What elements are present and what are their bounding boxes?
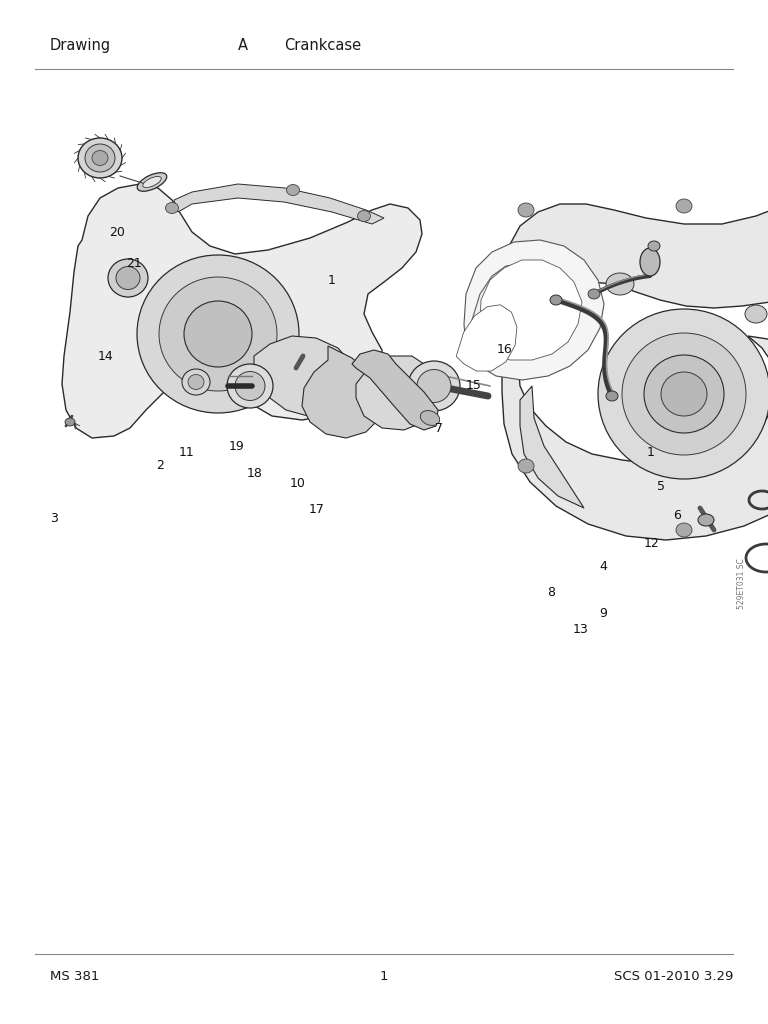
Polygon shape — [480, 260, 582, 360]
Text: Crankcase: Crankcase — [284, 38, 361, 53]
Polygon shape — [352, 350, 438, 430]
Polygon shape — [356, 356, 440, 430]
Ellipse shape — [698, 514, 714, 526]
Ellipse shape — [286, 184, 300, 196]
Ellipse shape — [116, 266, 140, 290]
Text: 11: 11 — [179, 446, 194, 459]
Ellipse shape — [143, 176, 161, 187]
Text: 18: 18 — [247, 467, 263, 479]
Ellipse shape — [65, 418, 75, 426]
Text: 8: 8 — [548, 587, 555, 599]
Polygon shape — [456, 305, 517, 371]
Text: 1: 1 — [379, 971, 389, 983]
Ellipse shape — [518, 459, 534, 473]
Ellipse shape — [417, 370, 451, 402]
Ellipse shape — [137, 255, 299, 413]
Text: SCS 01-2010 3.29: SCS 01-2010 3.29 — [614, 971, 733, 983]
Text: 20: 20 — [110, 226, 125, 239]
Polygon shape — [464, 240, 604, 380]
Ellipse shape — [92, 151, 108, 166]
Ellipse shape — [420, 411, 440, 425]
Text: Drawing: Drawing — [50, 38, 111, 53]
Ellipse shape — [78, 138, 122, 178]
Ellipse shape — [137, 173, 167, 191]
Ellipse shape — [676, 199, 692, 213]
Ellipse shape — [357, 211, 370, 221]
Text: 17: 17 — [309, 504, 324, 516]
Ellipse shape — [165, 203, 178, 213]
Text: 19: 19 — [229, 440, 244, 453]
Text: 14: 14 — [98, 350, 114, 362]
Text: MS 381: MS 381 — [50, 971, 99, 983]
Ellipse shape — [640, 248, 660, 276]
Ellipse shape — [184, 301, 252, 367]
Polygon shape — [302, 346, 382, 438]
Text: 5: 5 — [657, 480, 665, 493]
Ellipse shape — [235, 372, 265, 400]
Ellipse shape — [588, 289, 600, 299]
Polygon shape — [502, 198, 768, 540]
Ellipse shape — [518, 203, 534, 217]
Text: 9: 9 — [600, 607, 607, 620]
Ellipse shape — [648, 241, 660, 251]
Polygon shape — [62, 184, 422, 438]
Ellipse shape — [745, 305, 767, 323]
Text: 13: 13 — [573, 624, 588, 636]
Ellipse shape — [188, 375, 204, 389]
Ellipse shape — [550, 295, 562, 305]
Text: 529ET031 SC: 529ET031 SC — [737, 558, 746, 609]
Text: 12: 12 — [644, 538, 659, 550]
Polygon shape — [174, 184, 384, 224]
Ellipse shape — [85, 144, 115, 172]
Ellipse shape — [598, 309, 768, 479]
Text: 2: 2 — [156, 460, 164, 472]
Text: 16: 16 — [497, 343, 512, 355]
Text: 21: 21 — [127, 257, 142, 269]
Ellipse shape — [227, 364, 273, 408]
Ellipse shape — [606, 391, 618, 401]
Text: 1: 1 — [328, 274, 336, 287]
Ellipse shape — [606, 273, 634, 295]
Text: 7: 7 — [435, 422, 443, 434]
Text: 10: 10 — [290, 477, 306, 489]
Polygon shape — [520, 386, 584, 508]
Ellipse shape — [408, 361, 460, 411]
Ellipse shape — [182, 369, 210, 395]
Ellipse shape — [159, 278, 277, 391]
Ellipse shape — [644, 355, 724, 433]
Text: 6: 6 — [674, 509, 681, 521]
Text: 3: 3 — [50, 512, 58, 524]
Text: 15: 15 — [466, 379, 482, 391]
Ellipse shape — [676, 523, 692, 537]
Polygon shape — [254, 336, 356, 416]
Ellipse shape — [661, 372, 707, 416]
Text: 4: 4 — [600, 560, 607, 572]
Ellipse shape — [622, 333, 746, 455]
Polygon shape — [472, 264, 538, 336]
Ellipse shape — [108, 259, 148, 297]
Text: A: A — [238, 38, 248, 53]
Text: 1: 1 — [647, 446, 654, 459]
